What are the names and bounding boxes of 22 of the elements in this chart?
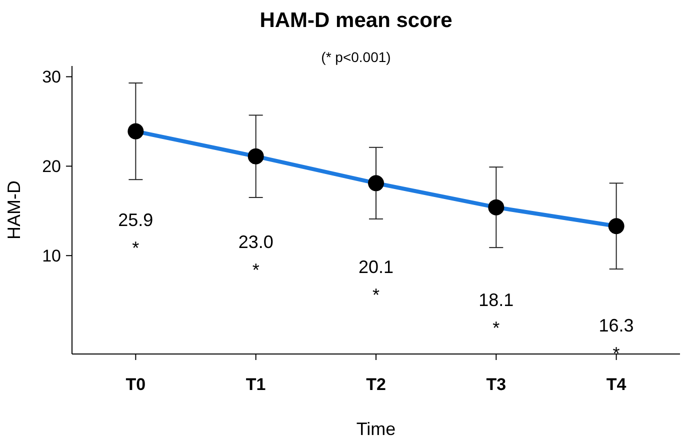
chart-subtitle: (* p<0.001)	[321, 49, 391, 65]
chart-title: HAM-D mean score	[260, 9, 452, 32]
annotation: *	[492, 318, 500, 338]
x-tick-label: T4	[606, 375, 627, 394]
annotation: 23.0	[238, 232, 274, 252]
x-tick-label: T0	[126, 375, 146, 394]
x-tick-label: T1	[246, 375, 266, 394]
annotation: *	[612, 343, 620, 364]
x-tick-label: T3	[486, 375, 506, 394]
y-tick-label: 30	[42, 68, 61, 87]
annotation: 25.9	[118, 210, 154, 230]
y-axis-title: HAM-D	[4, 180, 24, 240]
y-tick-label: 20	[42, 157, 61, 176]
annotation: *	[372, 285, 380, 306]
annotation: *	[132, 238, 140, 258]
x-tick-label: T2	[366, 375, 386, 394]
annotation: 20.1	[358, 257, 394, 278]
y-tick-label: 10	[42, 246, 61, 266]
annotation: 16.3	[598, 315, 634, 336]
x-axis-title: Time	[356, 419, 396, 439]
annotation: *	[252, 260, 260, 280]
annotation: 18.1	[478, 290, 514, 310]
